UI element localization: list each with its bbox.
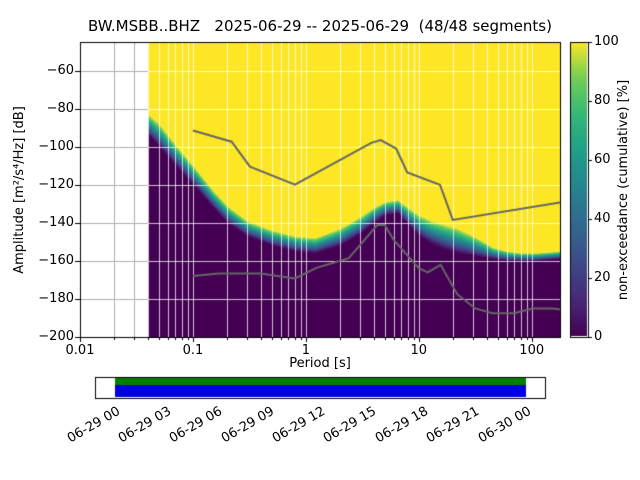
colorbar-tick-label: 40 bbox=[594, 211, 611, 226]
colorbar-tick-label: 80 bbox=[594, 93, 611, 108]
x-tick-label: 1 bbox=[301, 343, 310, 358]
colorbar-tick-label: 0 bbox=[594, 329, 603, 344]
y-axis-label: Amplitude [m²/s⁴/Hz] [dB] bbox=[12, 106, 27, 274]
y-tick-label: −100 bbox=[38, 138, 74, 154]
y-tick-label: −180 bbox=[38, 290, 74, 306]
x-tick-label: 100 bbox=[519, 343, 545, 358]
y-tick-label: −200 bbox=[38, 329, 74, 344]
y-tick-label: −160 bbox=[38, 252, 74, 268]
x-tick-label: 0.01 bbox=[65, 343, 95, 358]
x-tick-label: 0.1 bbox=[182, 343, 204, 358]
y-tick-label: −120 bbox=[38, 176, 74, 192]
colorbar-label: non-exceedance (cumulative) [%] bbox=[616, 79, 631, 301]
colorbar-tick-label: 100 bbox=[594, 34, 619, 49]
colorbar-tick-label: 20 bbox=[594, 270, 611, 285]
chart-title: BW.MSBB..BHZ 2025-06-29 -- 2025-06-29 (4… bbox=[88, 17, 552, 35]
y-tick-label: −80 bbox=[46, 100, 74, 116]
x-axis-label: Period [s] bbox=[289, 356, 351, 371]
x-tick-label: 10 bbox=[410, 343, 428, 358]
y-tick-label: −60 bbox=[46, 62, 74, 78]
y-tick-label: −140 bbox=[38, 214, 74, 230]
colorbar-tick-label: 60 bbox=[594, 152, 611, 167]
